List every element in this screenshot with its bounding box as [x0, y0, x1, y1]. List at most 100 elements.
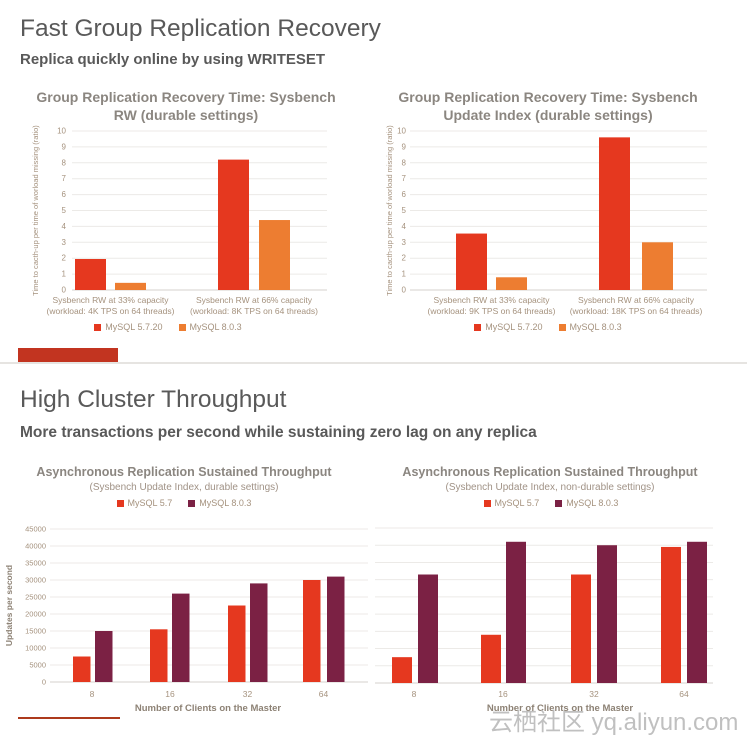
slide2-accent-line — [18, 717, 120, 719]
bar-MySQL-8.0.3-2 — [597, 545, 617, 683]
legend-swatch — [188, 499, 196, 507]
chart-plot: 0 5000 10000 15000 20000 25000 30000 35000 40000… — [4, 525, 368, 714]
chart-subtitle: (Sysbench Update Index, non-durable sett… — [445, 482, 655, 493]
legend-swatch — [178, 323, 186, 331]
chart-title: Group Replication Recovery Time: Sysbenc… — [36, 89, 336, 124]
x-category-label: 64 — [319, 689, 329, 699]
y-tick-label: 20000 — [25, 610, 46, 619]
chart-legend: MySQL 5.7.20 MySQL 8.0.3 — [38, 322, 298, 332]
chart-legend: MySQL 5.7 MySQL 8.0.3 — [421, 498, 681, 508]
legend-swatch — [116, 499, 124, 507]
bar-MySQL-5.7.20-0 — [456, 233, 487, 290]
legend-item: MySQL 5.7.20 — [94, 322, 163, 332]
y-tick-label: 2 — [62, 254, 67, 263]
legend-item: MySQL 5.7 — [116, 498, 173, 508]
legend-item: MySQL 5.7 — [483, 498, 540, 508]
y-axis-title: Time to cacth-up per time of worload mis… — [385, 125, 394, 296]
chart-subtitle: (Sysbench Update Index, durable settings… — [89, 482, 279, 493]
legend-item: MySQL 8.0.3 — [555, 498, 618, 508]
legend-swatch — [94, 323, 102, 331]
x-category-label: 16 — [498, 689, 508, 699]
legend-label: MySQL 5.7 — [494, 498, 540, 508]
y-tick-label: 6 — [402, 190, 407, 199]
watermark: 云栖社区 yq.aliyun.com — [489, 709, 739, 736]
y-tick-label: 45000 — [25, 525, 46, 534]
y-tick-label: 2 — [402, 254, 407, 263]
slide1-subtitle: Replica quickly online by using WRITESET — [20, 51, 326, 68]
y-tick-label: 6 — [62, 190, 67, 199]
y-tick-label: 4 — [402, 222, 407, 231]
legend-item: MySQL 8.0.3 — [188, 498, 251, 508]
x-category-label: 32 — [589, 689, 599, 699]
y-tick-label: 35000 — [25, 559, 46, 568]
chart-throughput-non-durable: Asynchronous Replication Sustained Throu… — [372, 448, 747, 740]
bar-MySQL-5.7-1 — [150, 629, 168, 682]
legend-label: MySQL 5.7.20 — [485, 322, 543, 332]
bar-MySQL-5.7-3 — [303, 580, 321, 682]
bar-MySQL-8.0.3-3 — [687, 541, 707, 683]
legend-label: MySQL 5.7 — [127, 498, 173, 508]
bar-MySQL-5.7-2 — [228, 605, 246, 682]
legend-label: MySQL 8.0.3 — [199, 498, 252, 508]
slide1-title: Fast Group Replication Recovery — [20, 15, 381, 42]
y-tick-label: 9 — [62, 142, 67, 151]
bar-MySQL-8.0.3-0 — [496, 277, 527, 290]
y-tick-label: 1 — [62, 270, 67, 279]
y-tick-label: 15000 — [25, 627, 46, 636]
y-tick-label: 10000 — [25, 644, 46, 653]
y-tick-label: 1 — [402, 270, 407, 279]
bar-MySQL-8.0.3-2 — [250, 583, 268, 682]
y-tick-label: 5 — [62, 206, 67, 215]
y-tick-label: 0 — [402, 286, 407, 295]
y-axis-title: Updates per second — [4, 565, 14, 646]
bar-MySQL-5.7-0 — [392, 657, 412, 683]
y-tick-label: 5000 — [29, 661, 46, 670]
y-tick-label: 25000 — [25, 593, 46, 602]
y-tick-label: 3 — [402, 238, 407, 247]
legend-swatch — [555, 499, 563, 507]
x-category-label: Sysbench RW at 66% capacity — [578, 295, 695, 305]
chart-title: Asynchronous Replication Sustained Throu… — [36, 465, 332, 479]
bar-MySQL-8.0.3-3 — [327, 576, 345, 682]
y-tick-label: 30000 — [25, 576, 46, 585]
chart-title: Asynchronous Replication Sustained Throu… — [402, 465, 698, 479]
slide2-subtitle: More transactions per second while susta… — [20, 424, 537, 441]
chart-recovery-update-index: Group Replication Recovery Time: Sysbenc… — [372, 85, 747, 347]
legend-label: MySQL 8.0.3 — [566, 498, 619, 508]
chart-legend: MySQL 5.7.20 MySQL 8.0.3 — [418, 322, 678, 332]
x-category-label: (workload: 9K TPS on 64 threads) — [428, 306, 556, 316]
x-category-label: 64 — [679, 689, 689, 699]
bar-MySQL-5.7.20-0 — [75, 258, 106, 290]
legend-swatch — [474, 323, 482, 331]
bar-MySQL-8.0.3-1 — [506, 541, 526, 683]
x-category-label: (workload: 4K TPS on 64 threads) — [47, 306, 175, 316]
bar-MySQL-5.7-2 — [571, 574, 591, 683]
y-tick-label: 9 — [402, 142, 407, 151]
y-tick-label: 10 — [57, 127, 66, 136]
slide1-accent-bar — [18, 348, 118, 362]
bar-MySQL-5.7.20-1 — [599, 137, 630, 290]
bar-MySQL-5.7-3 — [661, 546, 681, 683]
legend-swatch — [558, 323, 566, 331]
slide-divider — [0, 362, 747, 364]
chart-throughput-durable: Asynchronous Replication Sustained Throu… — [0, 448, 372, 740]
bar-MySQL-8.0.3-0 — [115, 282, 146, 290]
y-tick-label: 0 — [42, 678, 46, 687]
x-category-label: (workload: 8K TPS on 64 threads) — [190, 306, 318, 316]
y-tick-label: 8 — [62, 158, 67, 167]
x-category-label: 8 — [412, 689, 417, 699]
y-tick-label: 4 — [62, 222, 67, 231]
bar-MySQL-8.0.3-1 — [259, 220, 290, 290]
bar-MySQL-8.0.3-1 — [172, 593, 190, 682]
chart-recovery-rw: Group Replication Recovery Time: Sysbenc… — [0, 85, 372, 347]
y-tick-label: 0 — [62, 286, 67, 295]
bar-MySQL-5.7-0 — [73, 656, 91, 682]
x-category-label: 16 — [165, 689, 175, 699]
y-tick-label: 5 — [402, 206, 407, 215]
bar-MySQL-8.0.3-0 — [418, 574, 438, 683]
legend-label: MySQL 8.0.3 — [569, 322, 622, 332]
bar-MySQL-8.0.3-1 — [642, 242, 673, 290]
legend-item: MySQL 5.7.20 — [474, 322, 543, 332]
